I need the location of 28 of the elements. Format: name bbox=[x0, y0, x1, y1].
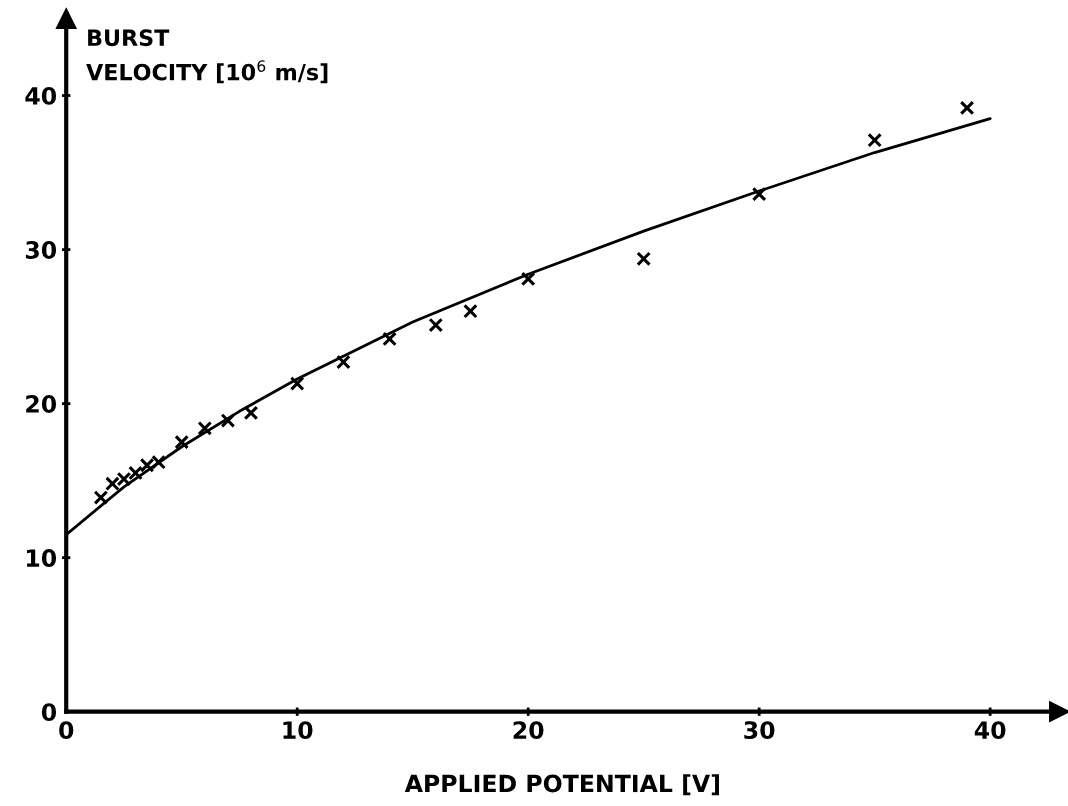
point bbox=[289, 376, 305, 391]
point bbox=[428, 317, 444, 333]
point bbox=[751, 186, 767, 202]
x-axis-title: APPLIED POTENTIAL [V] bbox=[404, 774, 719, 796]
y-tick-label: 0 bbox=[41, 703, 57, 721]
point bbox=[867, 132, 883, 148]
x-tick-label: 10 bbox=[283, 721, 313, 739]
point bbox=[636, 251, 652, 267]
point bbox=[382, 331, 397, 347]
point bbox=[959, 100, 975, 116]
y-tick-label: 40 bbox=[25, 87, 57, 105]
y-tick-label: 30 bbox=[25, 241, 57, 259]
point bbox=[220, 413, 236, 428]
x-tick-label: 30 bbox=[744, 721, 775, 739]
y-tick-label: 20 bbox=[26, 395, 57, 413]
x-tick-label: 40 bbox=[974, 721, 1006, 739]
point bbox=[128, 465, 143, 481]
point bbox=[93, 490, 109, 505]
point bbox=[336, 354, 351, 370]
x-tick-label: 20 bbox=[513, 721, 544, 739]
x-tick-label: 0 bbox=[59, 721, 74, 739]
y-tick-label: 10 bbox=[27, 549, 57, 567]
point bbox=[463, 303, 478, 319]
point bbox=[520, 271, 536, 287]
point bbox=[174, 434, 190, 450]
point bbox=[243, 405, 259, 421]
y-axis-title: BURST VELOCITY [10$^{6}$ m/s] bbox=[86, 29, 328, 84]
point bbox=[197, 420, 213, 436]
